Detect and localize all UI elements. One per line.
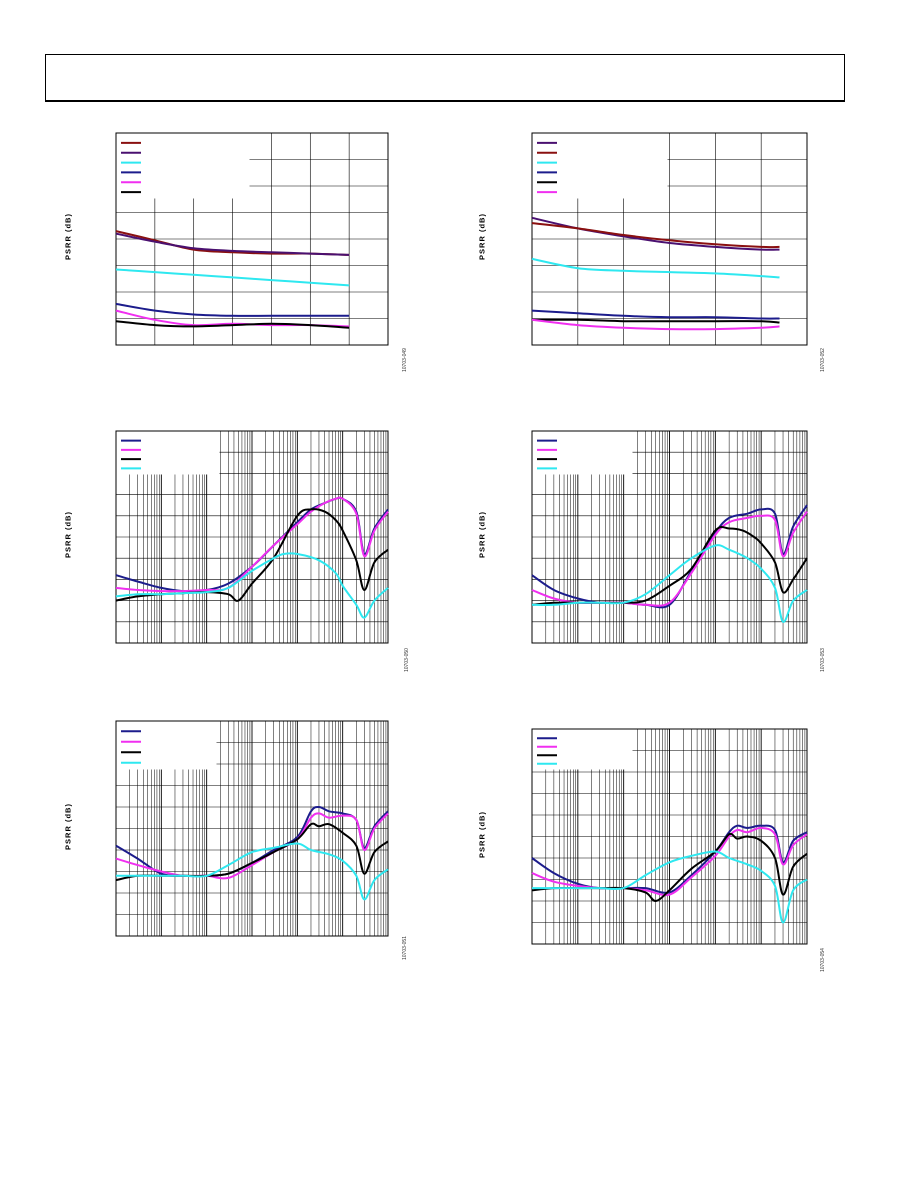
legend xyxy=(116,721,217,770)
series-line-navy xyxy=(531,309,780,320)
figure-code: 10703-054 xyxy=(820,948,826,972)
legend xyxy=(116,133,250,199)
chart-fig2 xyxy=(531,132,808,346)
legend-box xyxy=(116,133,250,199)
series-line-black xyxy=(531,318,780,324)
plot-area xyxy=(115,132,389,346)
series-line-black xyxy=(115,320,350,329)
figure-code: 10703-051 xyxy=(402,936,408,960)
series-line-magenta xyxy=(531,318,780,331)
figure-code: 10703-050 xyxy=(404,648,410,672)
series-line-cyan xyxy=(531,544,808,623)
legend-box xyxy=(116,431,220,475)
plot-area xyxy=(531,132,808,346)
legend xyxy=(532,133,668,199)
legend-box xyxy=(116,721,217,770)
plot-area xyxy=(115,720,389,937)
series-line-cyan xyxy=(115,268,350,287)
legend-box xyxy=(532,133,668,199)
chart-fig6 xyxy=(531,728,808,945)
plot-area xyxy=(531,430,808,644)
y-axis-label: PSRR (dB) xyxy=(477,810,487,858)
series-line-cyan xyxy=(115,842,389,901)
chart-fig3 xyxy=(115,430,389,644)
y-axis-label: PSRR (dB) xyxy=(477,511,487,558)
series-line-maroon xyxy=(531,222,780,249)
figure-code: 10703-053 xyxy=(820,648,826,672)
series-line-navy xyxy=(115,302,350,317)
y-axis-label: PSRR (dB) xyxy=(63,213,73,260)
plot-area xyxy=(531,728,808,945)
series-line-purple xyxy=(115,232,350,256)
y-axis-label: PSRR (dB) xyxy=(63,802,73,850)
legend xyxy=(116,431,220,475)
series-line-cyan xyxy=(115,552,389,619)
y-axis-label: PSRR (dB) xyxy=(477,213,487,260)
plot-area xyxy=(115,430,389,644)
legend-box xyxy=(532,431,633,475)
page-header-box xyxy=(45,54,845,102)
chart-fig5 xyxy=(115,720,389,937)
chart-fig4 xyxy=(531,430,808,644)
chart-fig1 xyxy=(115,132,389,346)
series-line-magenta xyxy=(115,496,389,593)
series-line-cyan xyxy=(532,850,808,924)
figure-code: 10703-052 xyxy=(820,348,826,372)
grid xyxy=(116,431,388,643)
legend xyxy=(532,431,633,475)
series-line-cyan xyxy=(531,257,780,279)
legend xyxy=(532,729,633,770)
figure-code: 10703-049 xyxy=(402,348,408,372)
y-axis-label: PSRR (dB) xyxy=(63,511,73,558)
